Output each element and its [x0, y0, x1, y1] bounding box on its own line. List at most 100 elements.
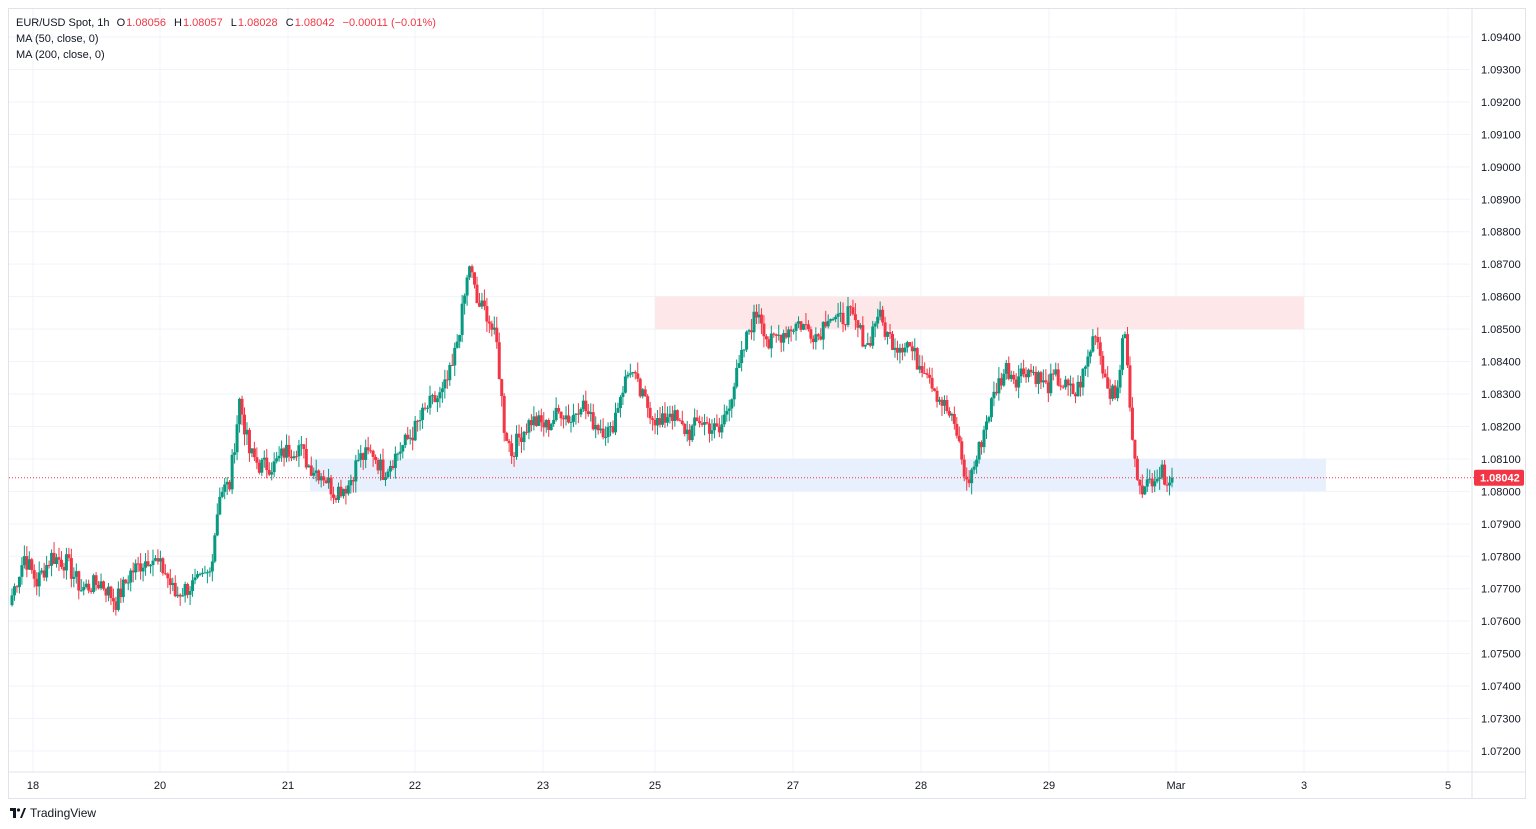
candle-body: [1056, 369, 1060, 386]
symbol-label[interactable]: EUR/USD Spot, 1h: [16, 17, 110, 29]
x-tick-label: 25: [649, 780, 661, 792]
candle-body: [930, 377, 934, 389]
candle-body: [42, 570, 46, 578]
candle-body: [715, 423, 719, 427]
candle-body: [178, 594, 182, 597]
candle-body: [527, 420, 531, 433]
candle-body: [826, 320, 830, 327]
candle-body: [359, 453, 363, 460]
candle-body: [406, 434, 410, 439]
candle-body: [141, 567, 145, 572]
candle-body: [413, 420, 417, 441]
candle-body: [225, 481, 229, 485]
candle-body: [660, 413, 664, 425]
candle-body: [426, 407, 430, 409]
candle-body: [351, 480, 355, 482]
candle-body: [999, 378, 1003, 386]
candle-body: [989, 398, 993, 418]
candle-body: [428, 395, 432, 408]
candle-body: [327, 477, 331, 484]
candle-body: [200, 572, 204, 574]
candle-body: [935, 390, 939, 402]
y-tick-label: 1.07200: [1481, 746, 1521, 758]
candle-body: [861, 325, 865, 347]
candle-body: [641, 389, 645, 397]
candle-body: [584, 400, 588, 412]
candle-body: [700, 423, 704, 425]
candle-body: [881, 309, 885, 323]
candle-body: [910, 346, 914, 352]
candle-body: [606, 426, 610, 437]
candle-body: [868, 343, 872, 346]
candle-body: [789, 329, 793, 332]
candle-body: [502, 395, 506, 433]
candle-body: [970, 469, 974, 484]
candle-body: [477, 303, 481, 307]
candle-body: [579, 409, 583, 415]
y-tick-label: 1.08400: [1481, 357, 1521, 369]
candle-body: [349, 480, 353, 486]
high-value: 1.08057: [182, 17, 223, 29]
chart-frame: [8, 8, 1526, 799]
candle-body: [806, 324, 810, 330]
ma200-indicator-label[interactable]: MA (200, close, 0): [16, 49, 105, 61]
candle-body: [1155, 478, 1159, 482]
candle-body: [779, 334, 783, 343]
candle-body: [623, 376, 627, 393]
candle-body: [977, 442, 981, 460]
candle-body: [270, 472, 274, 475]
candle-body: [161, 558, 165, 574]
candle-body: [307, 465, 311, 468]
candle-body: [116, 588, 120, 610]
low-label: L: [230, 17, 237, 29]
candle-body: [45, 564, 49, 578]
candle-body: [621, 392, 625, 398]
candle-body: [440, 388, 444, 393]
candle-body: [22, 556, 26, 566]
candle-body: [480, 300, 484, 307]
candle-body: [564, 415, 568, 420]
candle-body: [396, 453, 400, 455]
candle-body: [537, 415, 541, 426]
candle-body: [97, 584, 101, 589]
candle-body: [12, 586, 16, 596]
candle-body: [787, 329, 791, 338]
candle-body: [304, 448, 308, 468]
branding[interactable]: TradingView: [10, 806, 96, 820]
change-value: −0.00011 (−0.01%): [342, 17, 436, 29]
candle-body: [465, 277, 469, 296]
candle-body: [183, 583, 187, 596]
candle-body: [136, 563, 140, 565]
candle-body: [381, 459, 385, 481]
y-tick-label: 1.08600: [1481, 292, 1521, 304]
candle-body: [158, 558, 162, 562]
candle-body: [792, 330, 796, 332]
candle-body: [369, 450, 373, 452]
candle-body: [181, 595, 185, 597]
candle-body: [233, 452, 237, 455]
candle-body: [69, 557, 73, 579]
candle-body: [1039, 372, 1043, 383]
candle-body: [685, 429, 689, 435]
candle-body: [430, 395, 434, 397]
candle-body: [950, 413, 954, 416]
candle-body: [1059, 385, 1063, 387]
candle-body: [458, 334, 462, 342]
candle-body: [294, 456, 298, 458]
candle-body: [856, 320, 860, 328]
y-tick-label: 1.08700: [1481, 259, 1521, 271]
candle-body: [1044, 380, 1048, 383]
candle-body: [651, 418, 655, 420]
candle-body: [438, 392, 442, 399]
candle-body: [1036, 372, 1040, 384]
candle-body: [334, 497, 338, 501]
candle-body: [589, 412, 593, 415]
ma50-indicator-label[interactable]: MA (50, close, 0): [16, 33, 99, 45]
candle-body: [1138, 479, 1142, 486]
candle-body: [235, 424, 239, 453]
candle-body: [92, 575, 96, 592]
y-tick-label: 1.09200: [1481, 97, 1521, 109]
candle-body: [59, 559, 63, 567]
candle-body: [972, 466, 976, 470]
